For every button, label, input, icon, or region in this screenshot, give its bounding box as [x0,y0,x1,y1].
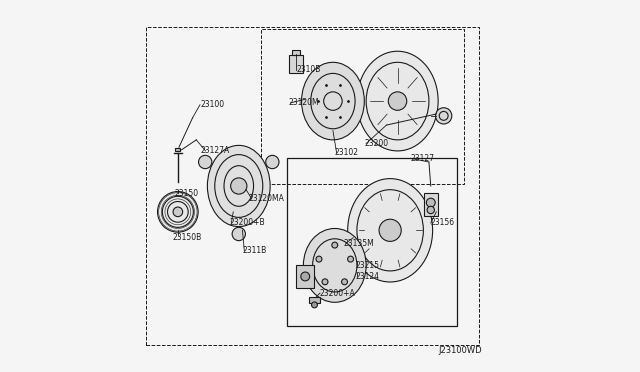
Circle shape [348,256,353,262]
Text: 23120M: 23120M [289,99,319,108]
Text: 23124: 23124 [355,272,379,281]
Bar [175,148,180,151]
Circle shape [157,192,198,232]
Ellipse shape [207,145,270,227]
Circle shape [427,206,435,214]
Bar [292,51,300,55]
Ellipse shape [301,62,364,140]
Ellipse shape [232,227,245,241]
Text: 2310B: 2310B [296,65,321,74]
Text: 23200+A: 23200+A [320,289,356,298]
Circle shape [379,219,401,241]
Text: 23150B: 23150B [172,233,202,242]
Text: 23127: 23127 [410,154,435,163]
Text: 23200+B: 23200+B [230,218,265,227]
Text: 2311B: 2311B [243,246,267,255]
Bar [424,193,438,215]
Circle shape [230,178,247,194]
Text: 23100: 23100 [200,100,224,109]
Ellipse shape [303,228,366,302]
Text: 23120MA: 23120MA [248,195,284,203]
Text: 23150: 23150 [174,189,198,198]
Circle shape [173,207,182,217]
Circle shape [388,92,407,110]
Text: 23200: 23200 [364,139,388,148]
Ellipse shape [266,155,279,169]
Circle shape [426,198,435,207]
Circle shape [342,279,348,285]
Text: 23127A: 23127A [200,147,229,155]
Circle shape [301,272,310,281]
Text: 23102: 23102 [335,148,359,157]
Text: 23156: 23156 [431,218,455,227]
Ellipse shape [348,179,433,282]
Bar [287,158,456,326]
Circle shape [316,256,322,262]
Circle shape [436,108,452,124]
Ellipse shape [198,155,212,169]
Bar [296,265,314,288]
Ellipse shape [357,51,438,151]
Text: J23100WD: J23100WD [438,346,482,355]
Bar [289,55,303,73]
Circle shape [312,302,317,308]
Text: 23215: 23215 [355,261,379,270]
Bar [309,297,320,304]
Circle shape [332,242,338,248]
Text: 23135M: 23135M [344,239,375,248]
Circle shape [322,279,328,285]
